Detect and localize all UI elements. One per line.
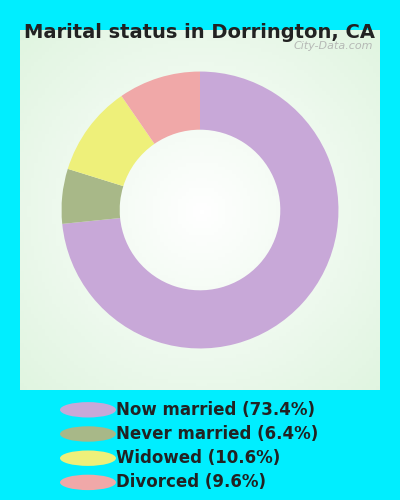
Text: Marital status in Dorrington, CA: Marital status in Dorrington, CA bbox=[24, 22, 376, 42]
Circle shape bbox=[60, 450, 116, 466]
Wedge shape bbox=[122, 72, 200, 144]
Text: City-Data.com: City-Data.com bbox=[293, 41, 373, 51]
Text: Never married (6.4%): Never married (6.4%) bbox=[116, 425, 318, 443]
Text: Now married (73.4%): Now married (73.4%) bbox=[116, 401, 315, 419]
Wedge shape bbox=[62, 169, 123, 224]
Text: Divorced (9.6%): Divorced (9.6%) bbox=[116, 474, 266, 492]
Text: Widowed (10.6%): Widowed (10.6%) bbox=[116, 449, 280, 467]
Circle shape bbox=[60, 402, 116, 417]
Wedge shape bbox=[68, 96, 154, 186]
Circle shape bbox=[60, 474, 116, 490]
Circle shape bbox=[60, 426, 116, 442]
Wedge shape bbox=[62, 72, 338, 348]
